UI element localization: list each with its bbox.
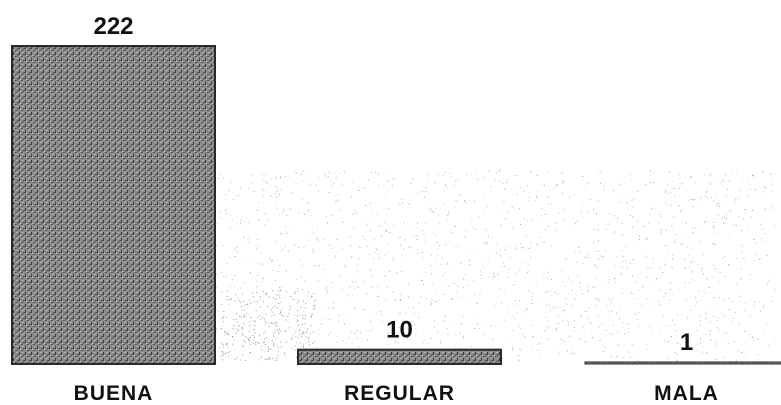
bar-buena [11, 45, 216, 365]
category-label-mala: MALA [654, 382, 719, 405]
value-label-buena: 222 [93, 13, 133, 40]
background-speckle [215, 170, 776, 361]
value-label-mala: 1 [680, 329, 693, 356]
bar-mala [584, 361, 781, 365]
value-label-regular: 10 [386, 317, 413, 344]
category-label-regular: REGULAR [344, 382, 455, 405]
category-label-buena: BUENA [74, 382, 154, 405]
category-labels: BUENA REGULAR MALA [74, 382, 719, 405]
bar-regular [297, 348, 502, 366]
bars [11, 45, 781, 366]
value-labels: 222 10 1 [93, 13, 693, 356]
